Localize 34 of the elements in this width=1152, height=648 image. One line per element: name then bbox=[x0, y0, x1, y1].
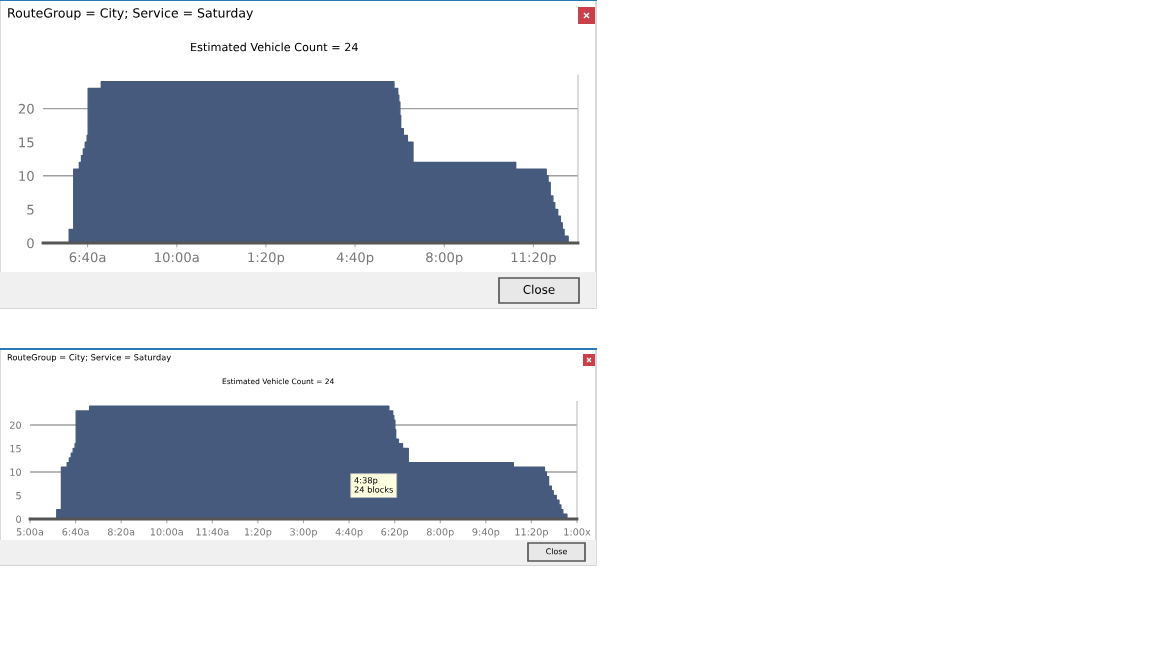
chart-title: RouteGroup = City; Service = Saturday bbox=[8, 7, 254, 21]
x-tick-label: 10:00a bbox=[155, 252, 199, 263]
annotation: 4:38p 24 blocks bbox=[354, 477, 393, 493]
chart-title: RouteGroup = City; Service = Saturday bbox=[7, 353, 172, 363]
x-tick-label: 10:00a bbox=[150, 528, 183, 536]
y-tick-label: 20 bbox=[10, 421, 22, 429]
y-tick-label: 20 bbox=[18, 103, 34, 114]
y-tick-label: 10 bbox=[19, 171, 34, 181]
y-tick-label: 10 bbox=[10, 468, 22, 476]
text: Close bbox=[523, 284, 555, 294]
y-tick-label: 0 bbox=[27, 238, 34, 249]
x-tick-label: 1:20p bbox=[248, 252, 285, 265]
x-tick-label: 6:40a bbox=[69, 252, 106, 263]
x-tick-label: 1:20p bbox=[244, 528, 272, 538]
x-tick-label: 6:40a bbox=[62, 528, 89, 536]
x-tick-label: 11:40a bbox=[196, 528, 229, 536]
y-tick-label: 15 bbox=[19, 137, 34, 148]
x-tick-label: 8:00p bbox=[426, 252, 463, 265]
x-tick-label: 11:20p bbox=[515, 528, 548, 538]
x-tick-label: 11:20p bbox=[511, 252, 556, 265]
y-tick-label: 5 bbox=[27, 204, 34, 215]
x-tick-label: 8:20a bbox=[107, 528, 135, 536]
x-tick-label: 4:40p bbox=[336, 252, 374, 265]
y-tick-label: 5 bbox=[16, 492, 21, 500]
x-tick-label: 5:00a bbox=[16, 528, 44, 536]
x-tick-label: 9:40p bbox=[472, 528, 500, 538]
y-tick-label: 0 bbox=[16, 515, 22, 523]
y-tick-label: 15 bbox=[10, 445, 21, 453]
x-tick-label: 8:00p bbox=[426, 528, 454, 538]
x-tick-label: 1:00x bbox=[564, 528, 591, 536]
x-tick-label: 4:40p bbox=[335, 528, 363, 538]
x-tick-label: 6:20p bbox=[381, 528, 409, 538]
x-tick-label: 3:00p bbox=[290, 528, 317, 538]
chart-subtitle: Estimated Vehicle Count = 24 bbox=[191, 42, 358, 52]
